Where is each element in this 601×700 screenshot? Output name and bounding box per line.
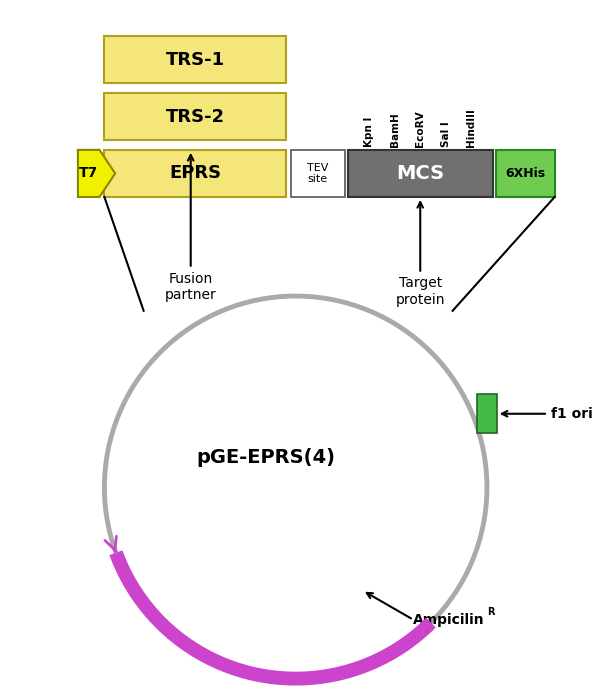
Text: 6XHis: 6XHis xyxy=(505,167,545,180)
FancyBboxPatch shape xyxy=(105,150,286,197)
Text: R: R xyxy=(487,607,495,617)
Text: MCS: MCS xyxy=(396,164,444,183)
Text: HindIII: HindIII xyxy=(466,108,476,147)
Text: EPRS: EPRS xyxy=(169,164,221,183)
Text: pGE-EPRS(4): pGE-EPRS(4) xyxy=(197,449,336,468)
Text: EcoRV: EcoRV xyxy=(415,111,426,147)
Text: TRS-2: TRS-2 xyxy=(165,108,225,125)
FancyBboxPatch shape xyxy=(496,150,555,197)
FancyBboxPatch shape xyxy=(347,150,493,197)
FancyBboxPatch shape xyxy=(477,394,497,433)
Text: TEV
site: TEV site xyxy=(307,162,328,184)
Text: f1 ori: f1 ori xyxy=(502,407,593,421)
Text: BamH: BamH xyxy=(389,112,400,147)
Text: Target
protein: Target protein xyxy=(395,202,445,307)
FancyBboxPatch shape xyxy=(291,150,345,197)
Text: Fusion
partner: Fusion partner xyxy=(165,155,216,302)
FancyBboxPatch shape xyxy=(105,93,286,140)
Polygon shape xyxy=(78,150,115,197)
Text: Kpn I: Kpn I xyxy=(364,117,374,147)
Text: T7: T7 xyxy=(79,167,99,181)
Text: Sal I: Sal I xyxy=(441,121,451,147)
FancyBboxPatch shape xyxy=(105,36,286,83)
Text: Ampicilin: Ampicilin xyxy=(413,612,485,626)
Text: TRS-1: TRS-1 xyxy=(165,50,225,69)
